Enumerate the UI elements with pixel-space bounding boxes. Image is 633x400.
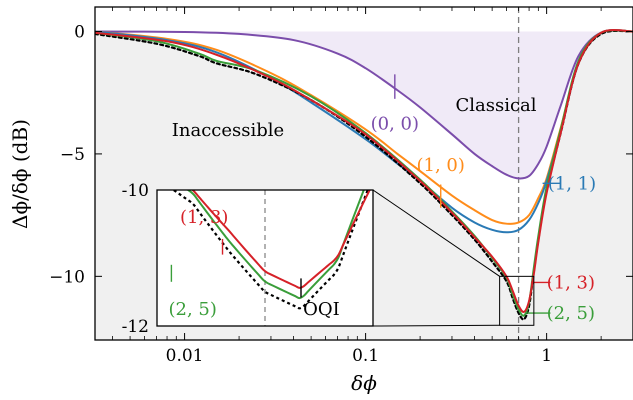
x-tick-label: 0.01 — [166, 346, 204, 366]
y-axis-label: Δϕ/δϕ (dB) — [8, 119, 32, 229]
series-label-2-5: (2, 5) — [547, 303, 595, 324]
inset-label-1-3: (1, 3) — [180, 207, 228, 228]
series-line-0-0 — [95, 29, 633, 180]
x-tick-label: 0.1 — [352, 346, 379, 366]
inset-y-tick-label: -10 — [122, 181, 149, 201]
inset-series-line-2-5 — [186, 190, 365, 300]
series-label-0-0: (0, 0) — [371, 113, 419, 134]
inset-label-layer: (1, 3) (2, 5) OQI — [169, 207, 340, 320]
series-label-1-1: (1, 1) — [548, 173, 596, 194]
y-tick-label: −10 — [49, 267, 85, 287]
series-line-1-3 — [95, 29, 633, 313]
inset-plot: -10 -12 (1, 3) (2, 5) OQI — [122, 181, 374, 337]
plot-frame — [94, 6, 633, 341]
inset-tick-layer: -10 -12 — [122, 181, 149, 337]
inset-frame — [156, 189, 374, 327]
inset-y-tick-label: -12 — [122, 317, 149, 337]
series-layer — [95, 29, 633, 321]
inset-series-line-1-3 — [191, 190, 371, 289]
series-label-layer: (0, 0) (1, 0) (1, 1) (1, 3) (2, 5) — [371, 74, 596, 324]
inset-series-line-oqi — [171, 190, 369, 310]
zoom-box — [499, 275, 535, 326]
x-tick-label: 1 — [541, 346, 552, 366]
zoom-connector-line — [372, 189, 500, 277]
zoom-connector-line — [372, 324, 500, 327]
series-label-1-0: (1, 0) — [417, 155, 465, 176]
tick-layer: 0.01 0.1 1 0 −5 −10 — [49, 7, 633, 366]
y-tick-label: 0 — [74, 22, 85, 42]
x-axis-label: δϕ — [351, 371, 377, 395]
y-tick-label: −5 — [60, 145, 85, 165]
series-label-1-3: (1, 3) — [547, 272, 595, 293]
inset-label-2-5: (2, 5) — [169, 299, 217, 320]
classical-region — [95, 30, 633, 179]
inset-series-layer — [171, 190, 371, 310]
region-label-classical: Classical — [455, 95, 536, 116]
inset-label-oqi: OQI — [303, 299, 340, 320]
region-label-inaccessible: Inaccessible — [172, 120, 284, 141]
